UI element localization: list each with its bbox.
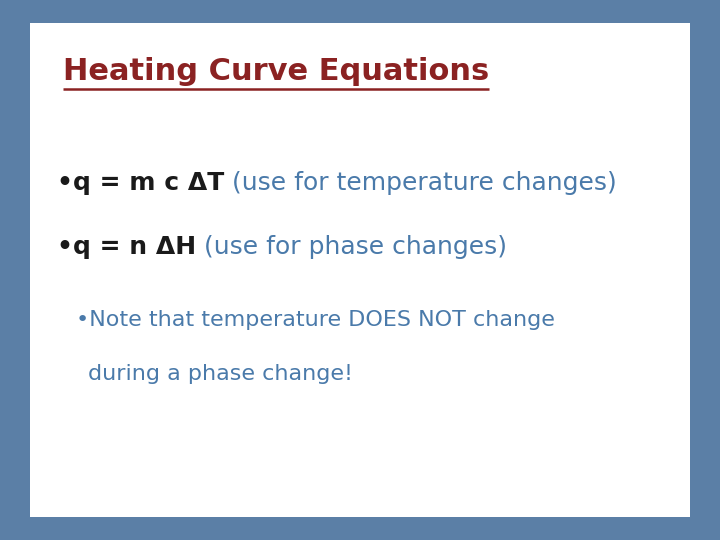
Text: •q = n ΔH: •q = n ΔH xyxy=(57,235,196,259)
Text: Heating Curve Equations: Heating Curve Equations xyxy=(63,57,490,86)
Text: (use for phase changes): (use for phase changes) xyxy=(196,235,507,259)
Text: •Note that temperature DOES NOT change: •Note that temperature DOES NOT change xyxy=(76,309,555,329)
Text: during a phase change!: during a phase change! xyxy=(89,364,354,384)
Text: (use for temperature changes): (use for temperature changes) xyxy=(224,171,616,195)
Text: •q = m c ΔT: •q = m c ΔT xyxy=(57,171,224,195)
